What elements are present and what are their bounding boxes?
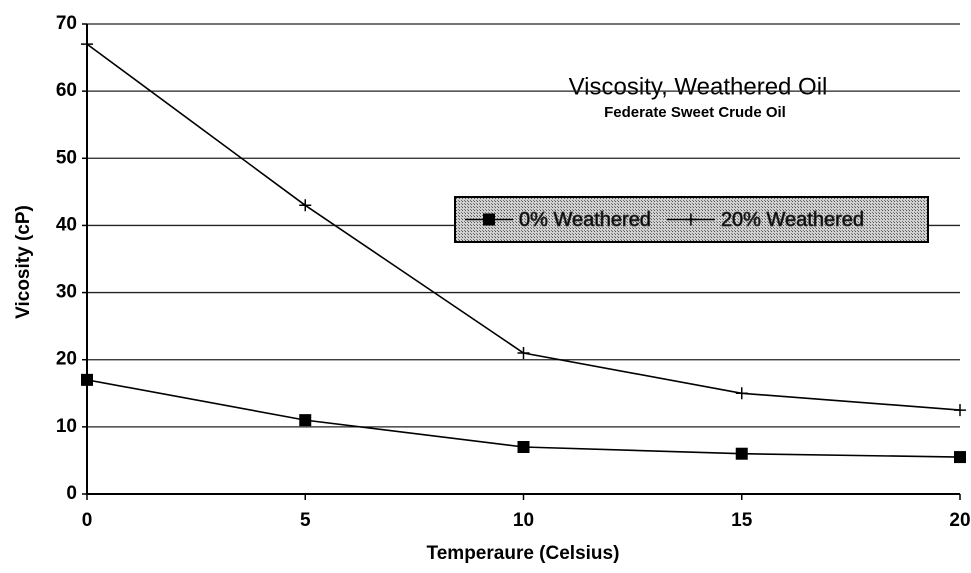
point — [684, 213, 697, 226]
point — [735, 387, 748, 400]
x-tick-label: 10 — [513, 510, 534, 531]
x-tick-label: 0 — [82, 510, 93, 531]
y-tick-label: 70 — [56, 13, 77, 34]
y-tick-label: 50 — [56, 147, 77, 168]
point — [81, 373, 93, 386]
point — [954, 451, 966, 464]
chart-title: Viscosity, Weathered Oil — [569, 73, 828, 100]
point — [299, 414, 312, 427]
y-tick-label: 20 — [56, 349, 77, 370]
y-tick-label: 10 — [56, 416, 77, 437]
legend-label: 0% Weathered — [519, 209, 651, 231]
point — [299, 199, 312, 212]
x-tick-label: 20 — [949, 510, 970, 531]
x-tick-label: 15 — [731, 510, 753, 531]
y-axis-label: Vicosity (cP) — [13, 205, 34, 319]
point — [483, 213, 495, 226]
legend-label: 20% Weathered — [721, 209, 864, 231]
y-tick-label: 30 — [56, 282, 77, 303]
chart-subtitle: Federate Sweet Crude Oil — [604, 104, 786, 121]
point — [517, 347, 530, 359]
point — [517, 441, 530, 453]
point — [81, 38, 93, 51]
y-tick-label: 40 — [56, 214, 77, 235]
x-tick-label: 5 — [300, 510, 311, 531]
y-tick-label: 0 — [66, 483, 77, 504]
point — [954, 404, 966, 417]
point — [735, 447, 748, 460]
y-tick-label: 60 — [56, 80, 77, 101]
x-axis-label: Temperaure (Celsius) — [427, 543, 620, 564]
